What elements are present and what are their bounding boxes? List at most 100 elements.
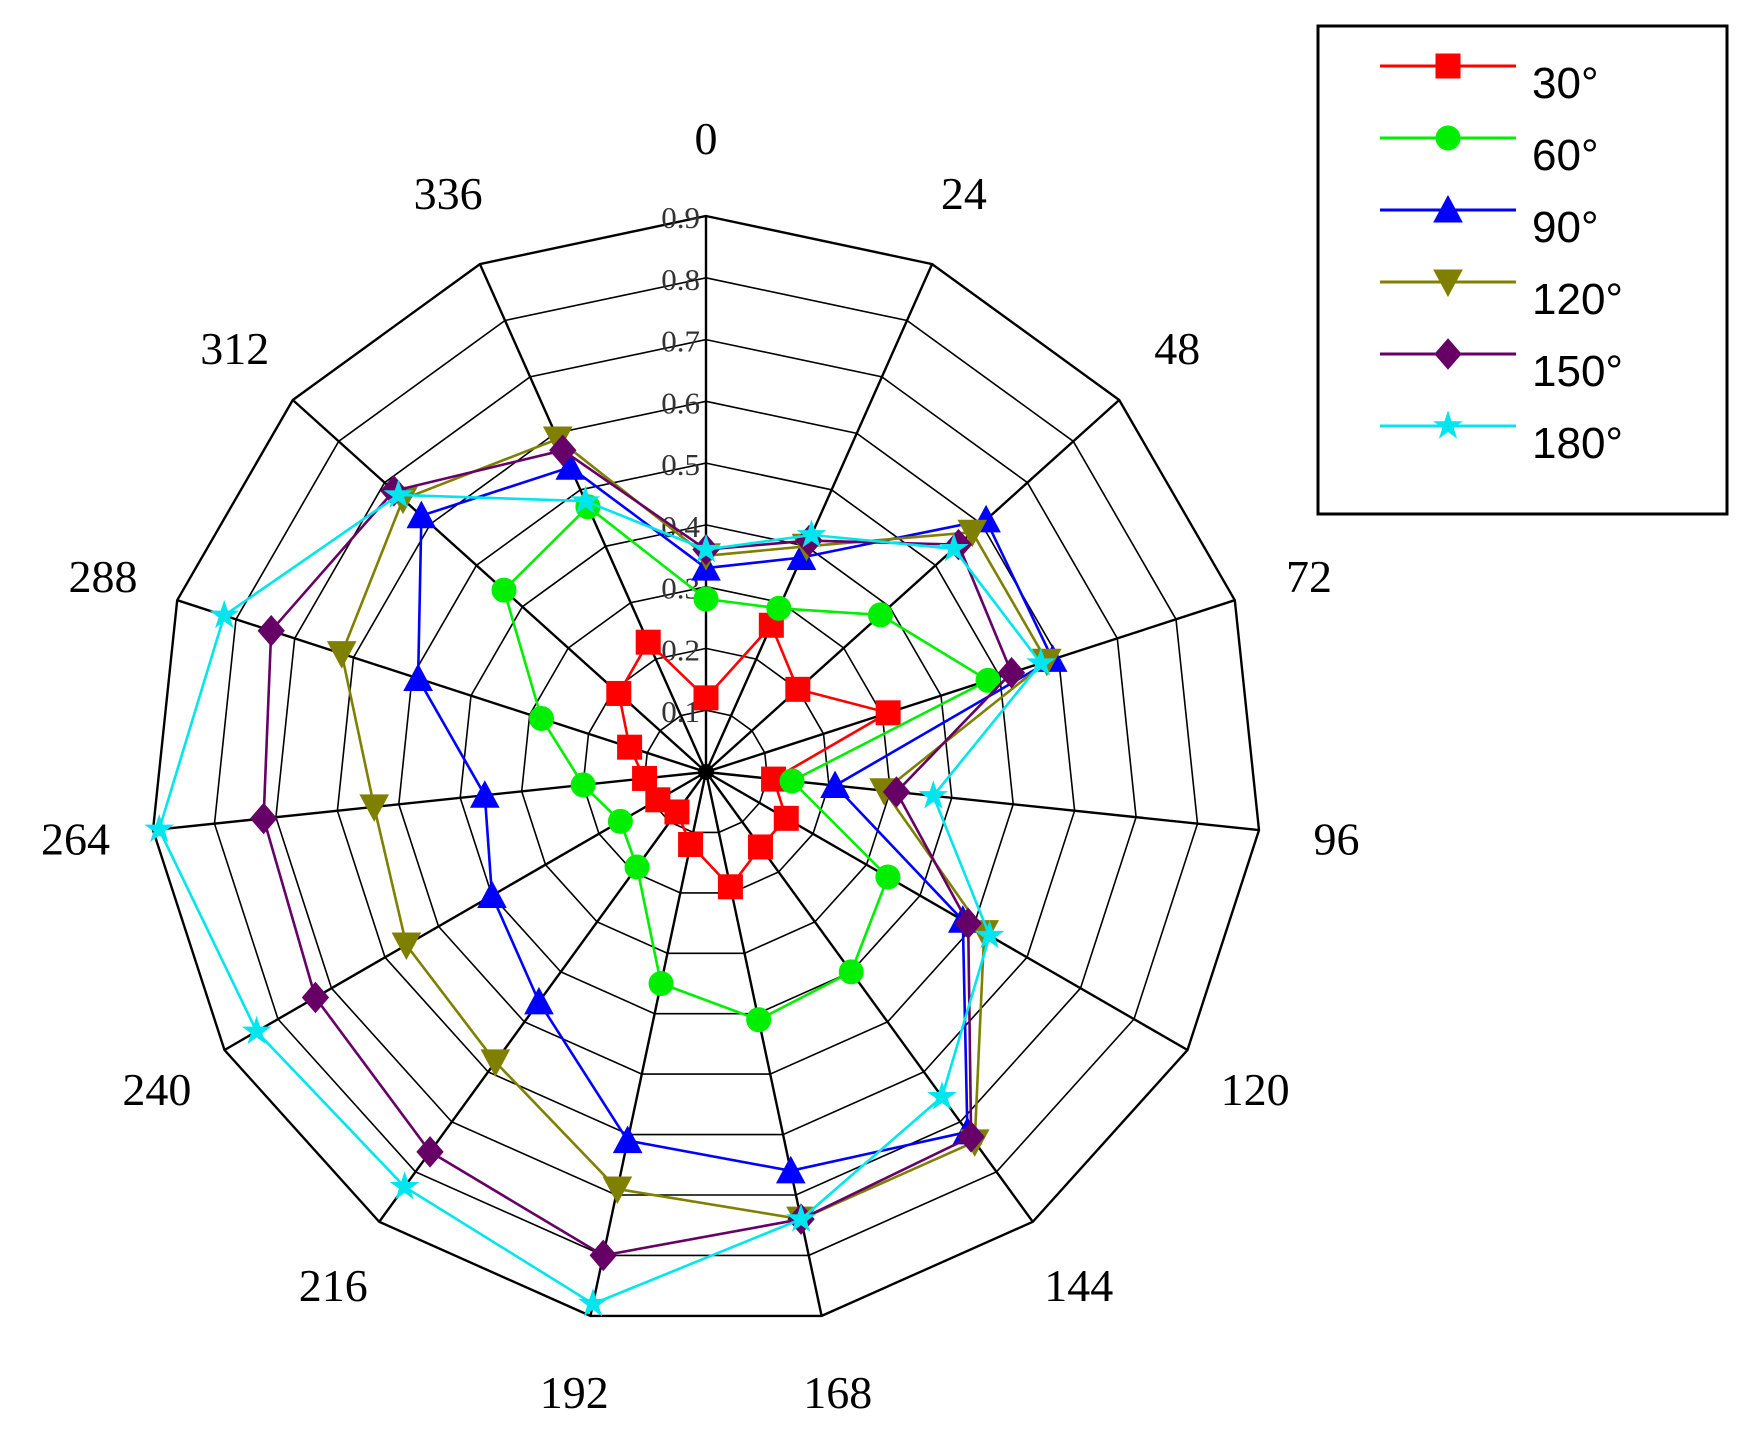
spoke-264 [152, 770, 707, 832]
data-point [691, 534, 721, 563]
data-point [678, 832, 704, 858]
angle-label-264: 264 [41, 813, 110, 864]
data-point [974, 920, 1005, 949]
data-point [607, 808, 633, 834]
data-point [693, 685, 719, 711]
grid-ring-4 [459, 524, 953, 1015]
legend-marker [1434, 338, 1462, 370]
data-point [1026, 647, 1056, 676]
data-point [957, 1121, 985, 1153]
radial-tick-label: 0.8 [661, 262, 700, 297]
data-point [717, 874, 743, 900]
data-point [326, 641, 357, 669]
data-point [875, 700, 901, 726]
angle-label-312: 312 [200, 323, 269, 374]
data-point [589, 1239, 617, 1272]
grid-ring-1 [643, 709, 769, 834]
data-point [645, 787, 671, 813]
legend-label: 120° [1532, 275, 1623, 324]
data-point [403, 663, 433, 691]
data-point [416, 1136, 444, 1168]
angle-label-216: 216 [299, 1260, 368, 1311]
data-point [383, 479, 414, 508]
data-point [469, 780, 500, 808]
angle-label-288: 288 [69, 551, 138, 602]
legend-label: 150° [1532, 347, 1623, 396]
series-2 [491, 494, 1001, 1033]
radial-tick-label: 0.7 [661, 324, 700, 359]
data-point [602, 1176, 633, 1205]
angle-label-144: 144 [1044, 1260, 1113, 1311]
series-1 [606, 612, 901, 900]
data-point [785, 676, 811, 702]
center-point [698, 764, 714, 780]
data-point [820, 770, 850, 799]
series-line [416, 465, 1055, 1173]
data-point [939, 533, 969, 562]
radial-tick-label: 0.2 [661, 632, 700, 667]
angle-label-96: 96 [1314, 813, 1360, 864]
series-line [262, 448, 1014, 1257]
angle-label-24: 24 [941, 168, 987, 219]
data-point [954, 907, 982, 940]
legend-label: 60° [1532, 131, 1599, 180]
data-point [144, 813, 175, 843]
data-point [779, 768, 805, 794]
legend-marker [1435, 125, 1461, 151]
data-point [389, 1171, 420, 1200]
angle-label-48: 48 [1154, 323, 1200, 374]
series-line [617, 622, 892, 889]
spoke-72 [705, 599, 1236, 774]
data-point [747, 834, 773, 860]
data-point [480, 1049, 511, 1077]
data-point [867, 602, 893, 628]
data-point [997, 656, 1026, 689]
data-series [144, 426, 1068, 1317]
data-point [578, 1288, 608, 1317]
series-line [340, 437, 1049, 1221]
data-point [975, 667, 1001, 693]
data-point [391, 932, 422, 961]
data-point [549, 434, 577, 467]
legend-entry: 120° [1380, 269, 1623, 324]
data-point [918, 780, 949, 809]
data-point [624, 854, 650, 880]
data-point [786, 1203, 816, 1232]
data-point [957, 519, 988, 548]
data-point [209, 599, 240, 629]
grid-ring-5 [397, 462, 1015, 1075]
legend-entry: 30° [1380, 53, 1599, 108]
data-point [359, 794, 390, 822]
grid-ring-2 [582, 647, 830, 894]
data-point [570, 772, 596, 798]
angle-label-168: 168 [803, 1367, 872, 1418]
data-point [875, 864, 901, 890]
radial-tick-label: 0.6 [661, 385, 700, 420]
angle-label-240: 240 [122, 1064, 191, 1115]
legend-label: 90° [1532, 203, 1599, 252]
legend-entry: 150° [1380, 338, 1623, 396]
legend-entry: 180° [1380, 410, 1623, 468]
grid-ring-8 [213, 276, 1199, 1257]
legend-marker [1433, 410, 1463, 439]
spoke-192 [589, 771, 708, 1317]
data-point [775, 1155, 806, 1184]
data-point [766, 595, 792, 621]
radial-tick-label: 0.9 [661, 200, 700, 235]
data-point [524, 986, 554, 1015]
angle-label-192: 192 [540, 1367, 609, 1418]
spoke-48 [705, 399, 1121, 773]
spoke-24 [704, 263, 934, 773]
series-line [157, 493, 1043, 1306]
data-point [648, 970, 674, 996]
data-point [632, 765, 658, 791]
grid-ring-9 [151, 214, 1261, 1318]
angle-label-120: 120 [1221, 1064, 1290, 1115]
legend-entry: 60° [1380, 125, 1599, 180]
data-point [301, 981, 330, 1014]
grid-ring-3 [520, 585, 892, 955]
data-point [635, 629, 661, 655]
data-point [882, 776, 911, 808]
data-point [746, 1007, 772, 1033]
data-point [838, 959, 864, 985]
